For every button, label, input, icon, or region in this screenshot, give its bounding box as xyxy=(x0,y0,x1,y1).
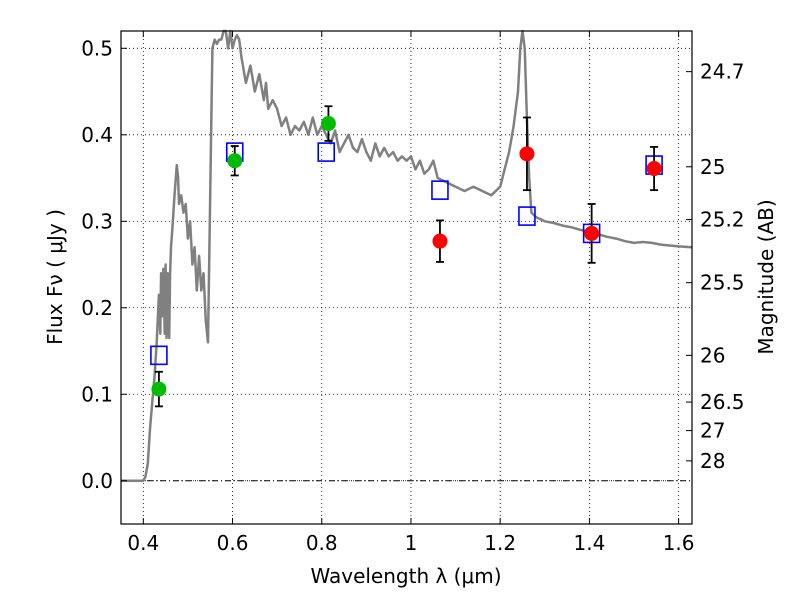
y2-axis-ticks: 24.7 25 25.2 25.5 26 26.5 27 28 xyxy=(686,60,745,473)
observed-flux-point xyxy=(646,161,662,177)
y-axis-ticks: 0.0 0.1 0.2 0.3 0.4 0.5 xyxy=(81,36,127,493)
x-tick-label: 1.6 xyxy=(663,531,695,555)
y2-axis-label: Magnitude (AB) xyxy=(754,199,778,354)
y2-tick-label: 26.5 xyxy=(700,390,745,414)
y2-tick-label: 26 xyxy=(700,343,725,367)
x-tick-label: 1.4 xyxy=(573,531,605,555)
y-tick-label: 0.5 xyxy=(81,36,113,60)
x-tick-label: 0.6 xyxy=(217,531,249,555)
y2-tick-label: 25 xyxy=(700,155,725,179)
observed-flux-point xyxy=(519,146,535,162)
y-tick-label: 0.3 xyxy=(81,209,113,233)
y2-tick-label: 25.5 xyxy=(700,271,745,295)
model-photometry-square xyxy=(431,180,449,200)
x-tick-label: 0.8 xyxy=(306,531,338,555)
x-axis-ticks: 0.4 0.6 0.8 1 1.2 1.4 1.6 xyxy=(127,31,695,555)
observed-flux-point xyxy=(432,233,448,249)
plot-frame xyxy=(120,30,693,525)
y2-tick-label: 24.7 xyxy=(700,60,745,84)
y2-tick-label: 25.2 xyxy=(700,208,745,232)
observed-flux-point xyxy=(320,116,336,132)
y-axis-label: Flux Fν ( μJy ) xyxy=(43,209,67,345)
x-tick-label: 0.4 xyxy=(127,531,159,555)
y-tick-label: 0.2 xyxy=(81,296,113,320)
observed-flux-point xyxy=(227,153,243,169)
model-photometry-square xyxy=(150,345,168,366)
observed-flux-point xyxy=(151,381,167,397)
y-tick-label: 0.0 xyxy=(81,469,113,493)
plot-background xyxy=(121,31,692,524)
x-tick-label: 1 xyxy=(405,531,418,555)
y-tick-label: 0.1 xyxy=(81,382,113,406)
y-tick-label: 0.4 xyxy=(81,123,113,147)
x-axis-label: Wavelength λ (μm) xyxy=(310,564,501,588)
data-markers xyxy=(150,105,663,408)
model-photometry-square xyxy=(317,142,336,162)
observed-flux-point xyxy=(584,225,600,241)
x-tick-label: 1.2 xyxy=(484,531,516,555)
y2-tick-label: 28 xyxy=(700,449,725,473)
y2-tick-label: 27 xyxy=(700,419,725,443)
model-photometry-square xyxy=(518,206,536,226)
